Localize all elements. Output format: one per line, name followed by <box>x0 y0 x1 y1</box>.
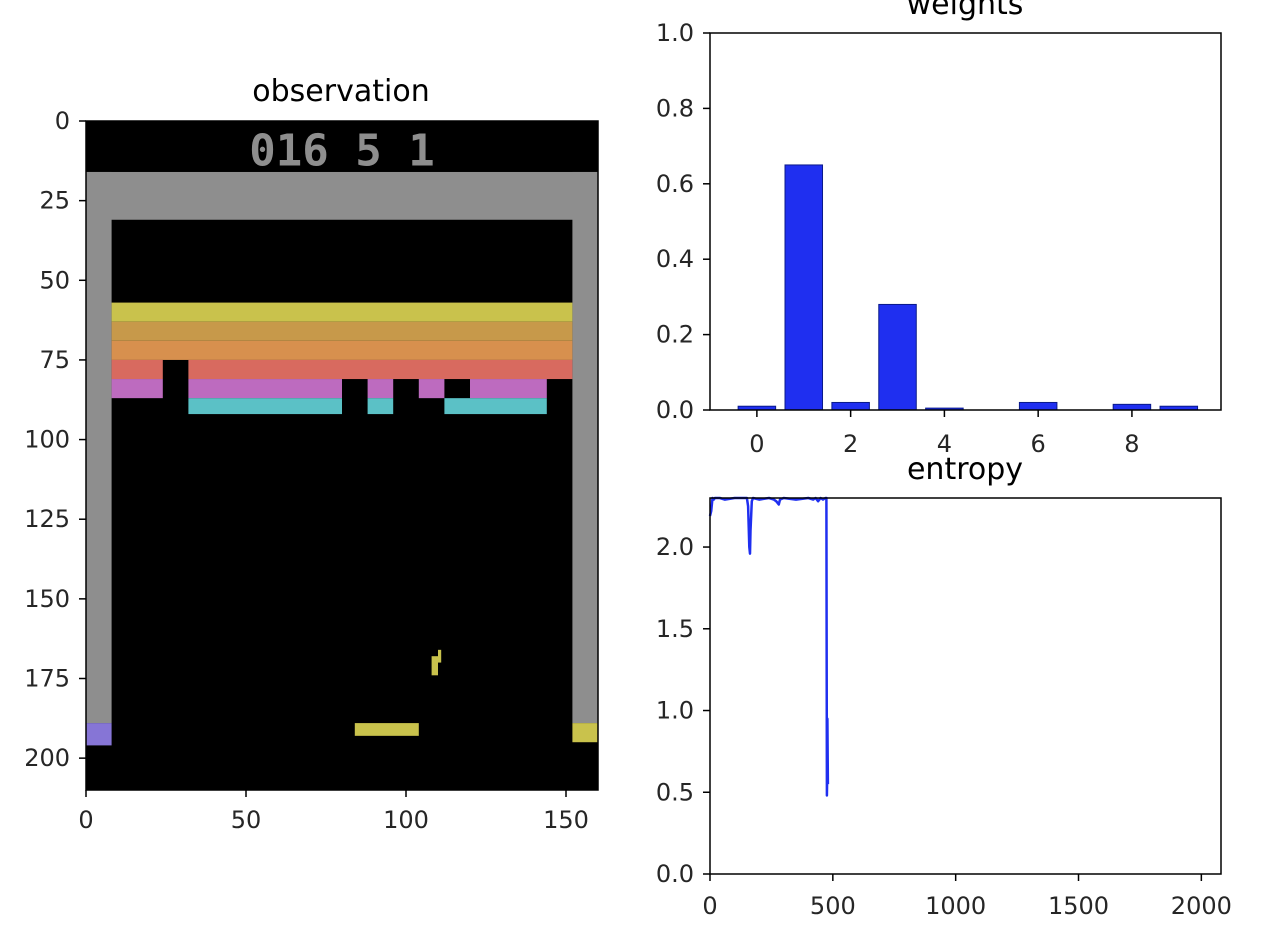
brick-row-pink <box>470 379 547 399</box>
x-tick-label: 50 <box>231 806 262 834</box>
weights-y-ticks: 0.0 0.2 0.4 0.6 0.8 1.0 <box>656 19 710 424</box>
weights-bars <box>737 164 1199 411</box>
ball-trail <box>438 649 442 663</box>
y-tick-label: 150 <box>24 585 70 613</box>
y-tick-label: 1.0 <box>656 697 694 725</box>
x-tick-label: 150 <box>543 806 589 834</box>
y-tick-label: 0.6 <box>656 170 694 198</box>
y-tick-label: 75 <box>39 346 70 374</box>
y-tick-label: 1.0 <box>656 19 694 47</box>
weights-frame <box>709 32 1222 411</box>
entropy-panel: entropy 0 500 1000 1500 2000 0.0 0.5 1.0 1.5 2.0 <box>656 452 1232 920</box>
observation-x-ticks: 0 50 100 150 <box>78 790 589 834</box>
y-tick-label: 2.0 <box>656 533 694 561</box>
weights-x-ticks: 0 2 4 6 8 <box>749 410 1140 458</box>
x-tick-label: 2000 <box>1171 892 1232 920</box>
entropy-series-line <box>708 496 830 797</box>
entropy-y-ticks: 0.0 0.5 1.0 1.5 2.0 <box>656 533 710 888</box>
left-wall <box>86 171 112 724</box>
observation-y-ticks: 0 25 50 75 100 125 150 175 200 <box>24 107 86 772</box>
brick-row-pink <box>111 379 163 399</box>
y-tick-label: 0.5 <box>656 778 694 806</box>
brick-row-red <box>111 359 163 380</box>
brick-row-pink <box>188 379 342 399</box>
brick-row-pink <box>367 379 394 399</box>
brick-row-orange <box>111 321 573 341</box>
brick-row-yellow <box>111 302 573 322</box>
entropy-frame <box>709 497 1222 875</box>
x-tick-label: 6 <box>1031 430 1046 458</box>
score-display: 016 5 1 <box>249 126 434 177</box>
y-tick-label: 0.0 <box>656 396 694 424</box>
ball <box>431 656 438 676</box>
weight-bar <box>1112 403 1152 411</box>
brick-row-pink <box>418 379 445 399</box>
right-wall-marker <box>572 723 598 743</box>
left-wall-marker <box>86 723 112 746</box>
y-tick-label: 0.8 <box>656 94 694 122</box>
y-tick-label: 0.0 <box>656 860 694 888</box>
y-tick-label: 0 <box>55 107 70 135</box>
weights-title: weights <box>907 0 1024 22</box>
x-tick-label: 0 <box>749 430 764 458</box>
observation-title: observation <box>252 74 429 109</box>
weight-bar <box>878 303 917 411</box>
y-tick-label: 1.5 <box>656 615 694 643</box>
paddle <box>354 723 419 736</box>
x-tick-label: 0 <box>78 806 93 834</box>
y-tick-label: 100 <box>24 426 70 454</box>
x-tick-label: 500 <box>810 892 856 920</box>
entropy-title: entropy <box>907 452 1023 487</box>
x-tick-label: 2 <box>843 430 858 458</box>
right-wall <box>572 171 598 724</box>
brick-row-cyan <box>188 398 342 415</box>
y-tick-label: 200 <box>24 744 70 772</box>
brick-row-cyan <box>444 398 547 415</box>
weight-bar <box>831 401 870 411</box>
brick-row-cyan <box>367 398 394 415</box>
weight-bar <box>784 164 824 411</box>
observation-frame <box>85 120 599 791</box>
top-wall <box>86 171 598 220</box>
y-tick-label: 0.4 <box>656 245 694 273</box>
brick-row-red <box>188 359 573 380</box>
weight-bar <box>1018 401 1058 411</box>
y-tick-label: 175 <box>24 665 70 693</box>
x-tick-label: 8 <box>1124 430 1139 458</box>
y-tick-label: 25 <box>39 187 70 215</box>
x-tick-label: 100 <box>383 806 429 834</box>
weights-panel: weights 0 2 4 6 8 0.0 0.2 0.4 0.6 0.8 1.0 <box>656 0 1222 458</box>
brick-row-tan <box>111 340 573 360</box>
observation-panel: observation 016 5 1 0 50 100 150 0 25 50 75 100… <box>24 74 599 834</box>
observation-image: 016 5 1 <box>86 121 598 790</box>
x-tick-label: 1000 <box>925 892 986 920</box>
y-tick-label: 0.2 <box>656 321 694 349</box>
x-tick-label: 1500 <box>1048 892 1109 920</box>
game-background <box>86 121 598 790</box>
y-tick-label: 50 <box>39 266 70 294</box>
y-tick-label: 125 <box>24 505 70 533</box>
x-tick-label: 0 <box>702 892 717 920</box>
x-tick-label: 4 <box>937 430 952 458</box>
entropy-x-ticks: 0 500 1000 1500 2000 <box>702 874 1232 920</box>
